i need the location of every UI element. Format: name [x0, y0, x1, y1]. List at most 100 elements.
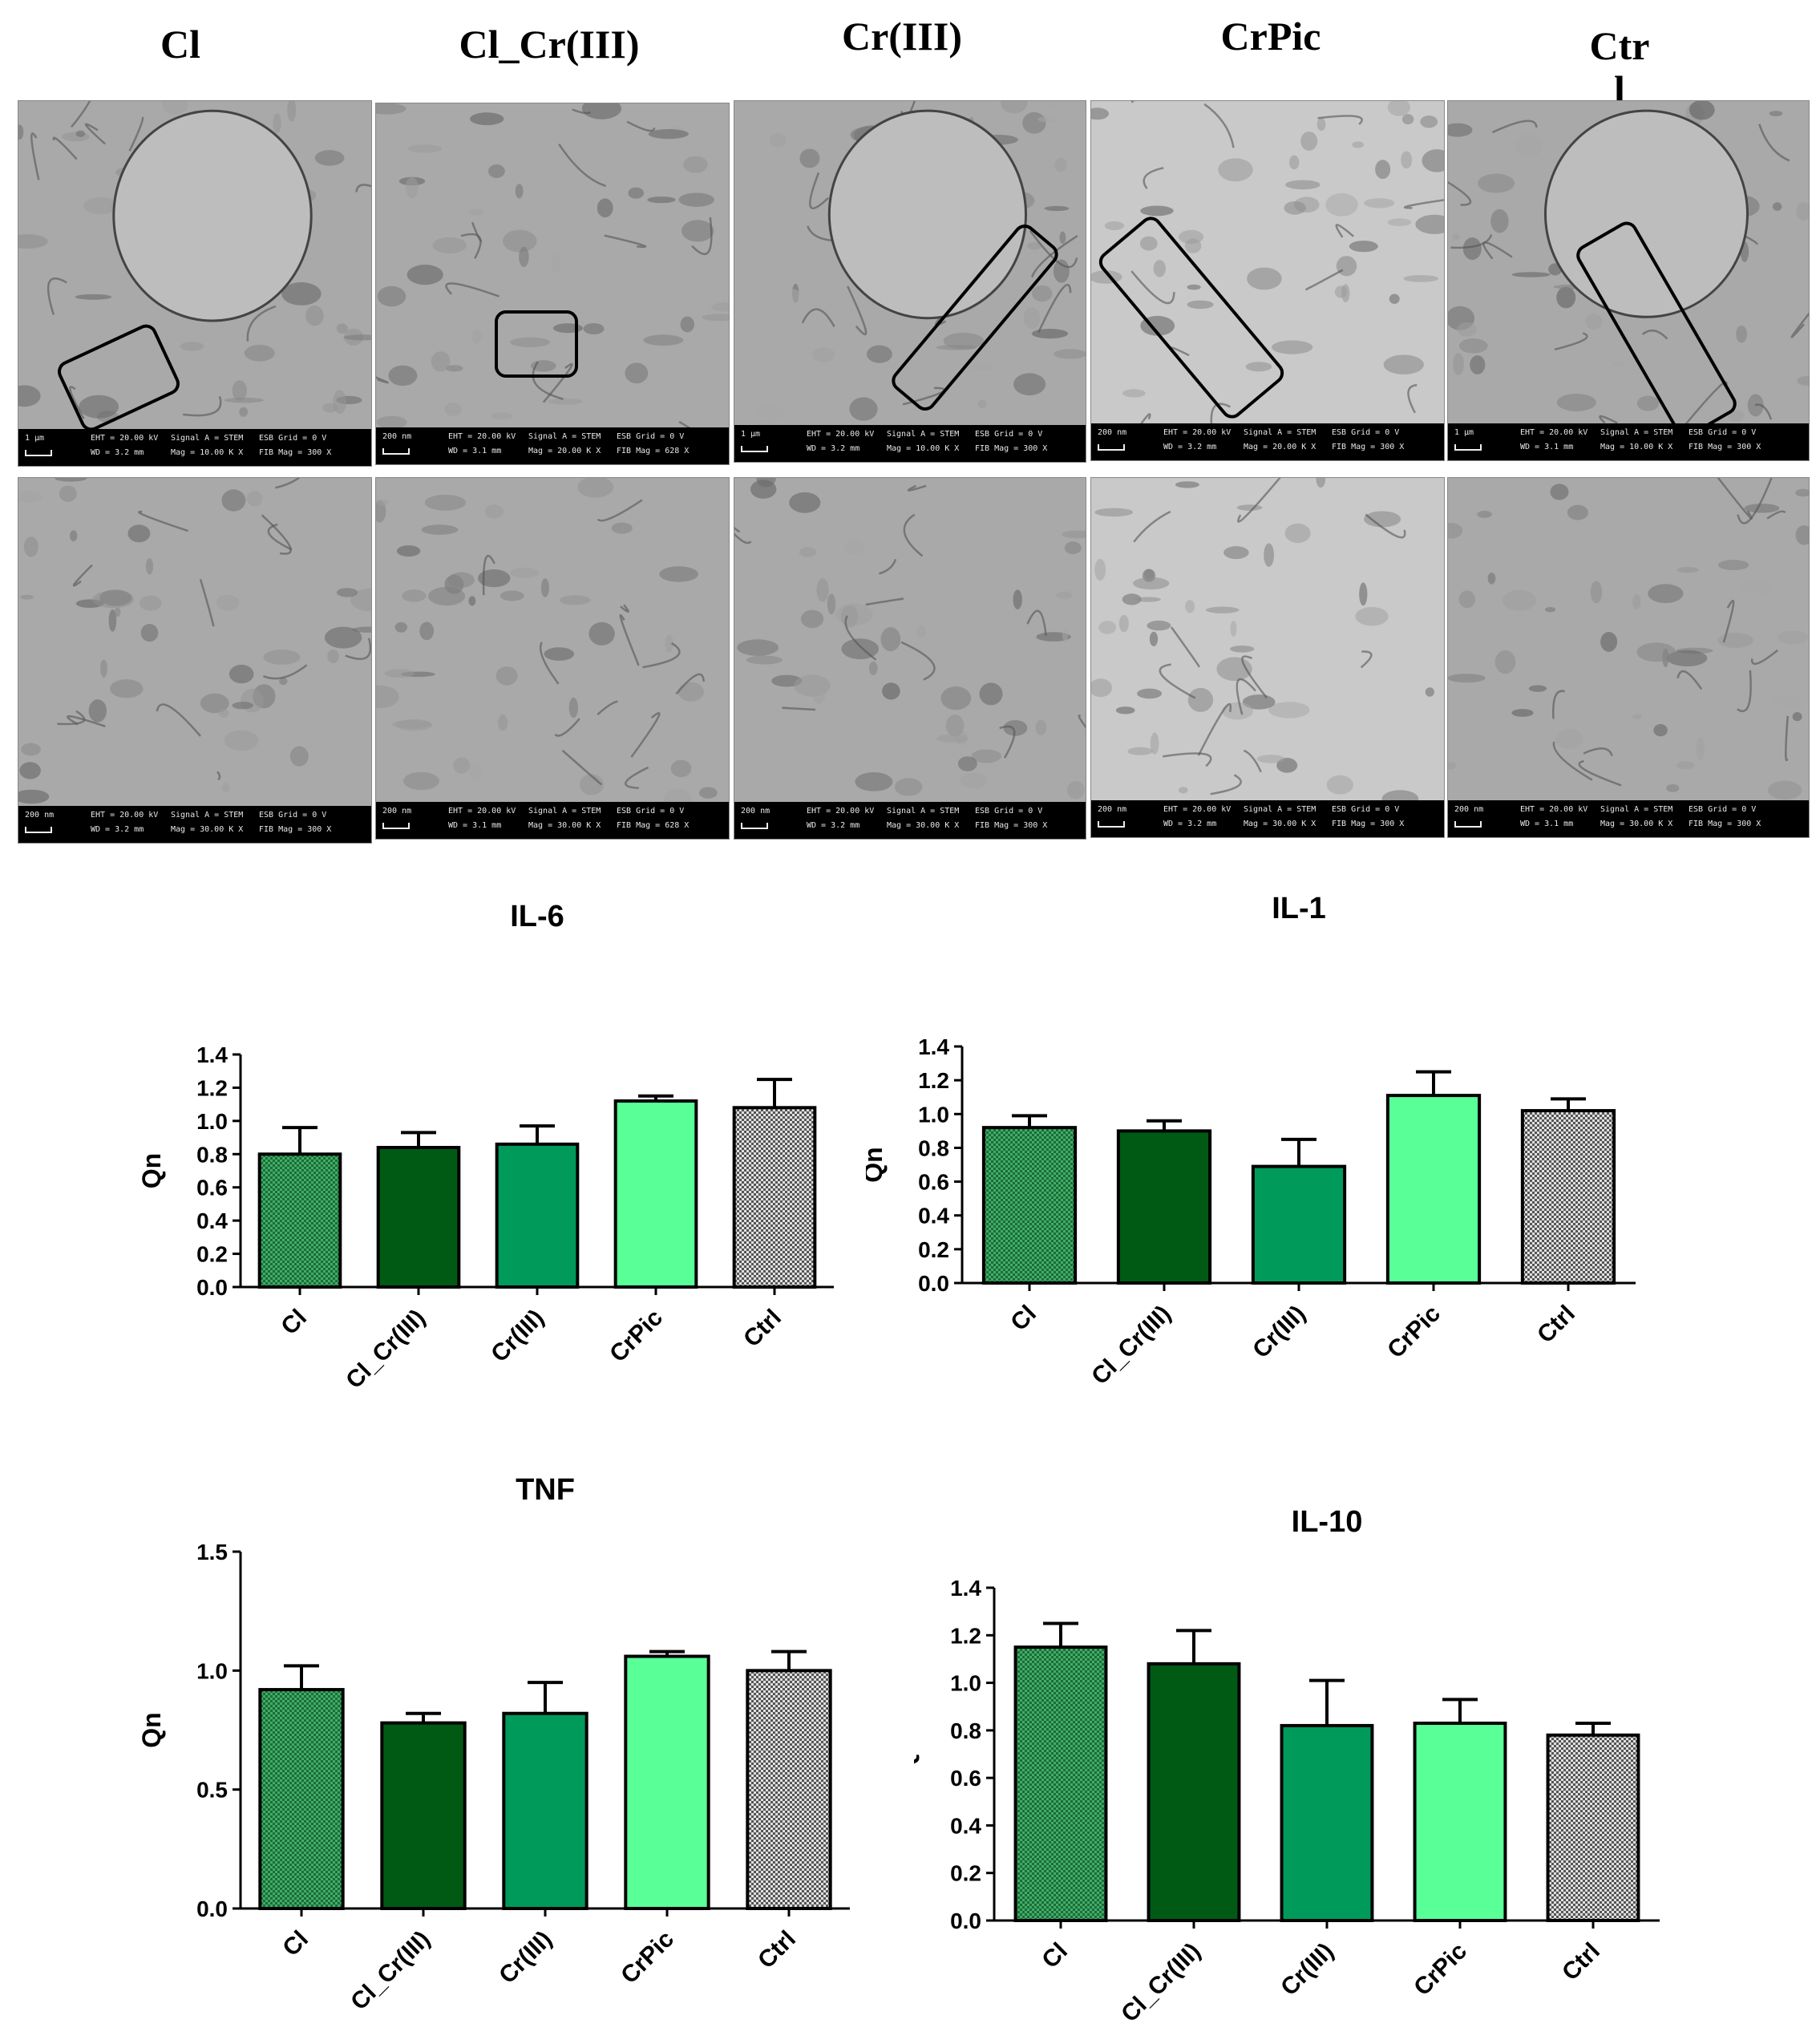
sem-esb-label: ESB Grid = 0 V	[259, 811, 327, 820]
y-tick-label: 0.2	[918, 1237, 949, 1262]
micrograph-texture	[734, 478, 1086, 802]
micrograph-texture	[18, 478, 371, 806]
sem-scale-label: 200 nm	[741, 807, 770, 816]
x-tick-label: Ctrl	[753, 1926, 801, 1974]
sem-fib-label: FIB Mag = 300 X	[1689, 443, 1761, 451]
sem-esb-label: ESB Grid = 0 V	[975, 807, 1043, 816]
x-tick-label: CrPic	[616, 1926, 679, 1989]
y-tick-label: 1.2	[196, 1075, 228, 1100]
sem-info-bar: 1 µm EHT = 20.00 kV WD = 3.1 mm Signal A = …	[1448, 423, 1809, 460]
x-tick-label: Ctrl	[1557, 1938, 1605, 1986]
sem-scale-label: 1 µm	[25, 434, 45, 443]
sem-mag-label: Mag = 30.00 K X	[1244, 820, 1316, 828]
sem-fib-label: FIB Mag = 300 X	[1332, 443, 1405, 451]
y-tick-label: 1.0	[196, 1109, 228, 1134]
x-tick-label: Cl	[277, 1926, 313, 1962]
sem-fib-label: FIB Mag = 300 X	[975, 444, 1048, 453]
nucleus-shape	[827, 109, 1027, 320]
sem-mag-label: Mag = 30.00 K X	[171, 825, 244, 834]
sem-mag-label: Mag = 10.00 K X	[171, 448, 244, 457]
micrograph-texture	[1448, 478, 1809, 800]
y-tick-label: 0.6	[918, 1170, 949, 1195]
bar-ctrl	[746, 1669, 832, 1910]
sem-scale-label: 200 nm	[382, 807, 412, 816]
nucleus-shape	[112, 109, 313, 322]
micrograph-top-4: 1 µm EHT = 20.00 kV WD = 3.1 mm Signal A = …	[1447, 100, 1810, 461]
micrograph-bottom-0: 200 nm EHT = 20.00 kV WD = 3.2 mm Signal A …	[18, 477, 372, 844]
x-tick-label: CrPic	[605, 1305, 668, 1368]
sem-signal-label: Signal A = STEM	[171, 811, 244, 820]
sem-esb-label: ESB Grid = 0 V	[617, 807, 685, 816]
sem-esb-label: ESB Grid = 0 V	[1689, 805, 1757, 814]
scale-bar	[382, 448, 410, 455]
sem-eht-label: EHT = 20.00 kV	[1163, 428, 1232, 437]
y-tick-label: 0.5	[196, 1778, 228, 1803]
y-tick-label: 1.2	[950, 1623, 981, 1648]
micrograph-top-2: 1 µm EHT = 20.00 kV WD = 3.2 mm Signal A = …	[734, 100, 1086, 463]
bar-crpic	[613, 1099, 698, 1289]
sem-fib-label: FIB Mag = 628 X	[617, 821, 690, 830]
sem-signal-label: Signal A = STEM	[887, 807, 960, 816]
sem-info-bar: 200 nm EHT = 20.00 kV WD = 3.1 mm Signal A …	[376, 802, 729, 839]
sem-eht-label: EHT = 20.00 kV	[807, 430, 875, 439]
sem-wd-label: WD = 3.1 mm	[448, 447, 502, 455]
y-tick-label: 0.0	[196, 1896, 228, 1921]
micrograph-bottom-3: 200 nm EHT = 20.00 kV WD = 3.2 mm Signal A …	[1090, 477, 1445, 838]
y-tick-label: 1.4	[950, 1576, 981, 1601]
sem-info-bar: 1 µm EHT = 20.00 kV WD = 3.2 mm Signal A = …	[734, 425, 1086, 462]
sem-esb-label: ESB Grid = 0 V	[1332, 805, 1400, 814]
scale-bar	[25, 827, 52, 833]
micrograph-top-3: 200 nm EHT = 20.00 kV WD = 3.2 mm Signal A …	[1090, 100, 1445, 461]
sem-eht-label: EHT = 20.00 kV	[91, 811, 159, 820]
sem-mag-label: Mag = 10.00 K X	[1600, 443, 1673, 451]
sem-signal-label: Signal A = STEM	[528, 432, 601, 441]
sem-wd-label: WD = 3.2 mm	[1163, 443, 1217, 451]
y-tick-label: 0.0	[918, 1271, 949, 1296]
sem-signal-label: Signal A = STEM	[887, 430, 960, 439]
sem-info-bar: 200 nm EHT = 20.00 kV WD = 3.2 mm Signal A …	[1091, 423, 1444, 460]
sem-wd-label: WD = 3.2 mm	[91, 825, 144, 834]
sem-info-bar: 200 nm EHT = 20.00 kV WD = 3.1 mm Signal A …	[376, 427, 729, 464]
sem-eht-label: EHT = 20.00 kV	[1520, 428, 1588, 437]
y-tick-label: 0.4	[918, 1204, 949, 1228]
bar-cl-cr-iii-	[376, 1146, 461, 1289]
sem-scale-label: 200 nm	[25, 811, 55, 820]
scale-bar	[741, 446, 768, 452]
scale-bar	[741, 823, 768, 829]
nucleus-shape	[1544, 109, 1749, 318]
bar-ctrl	[1520, 1109, 1616, 1285]
x-tick-label: Cl_Cr(III)	[346, 1926, 435, 2016]
y-tick-label: 0.4	[196, 1208, 228, 1233]
column-title-cl: Cl	[160, 22, 200, 67]
sem-mag-label: Mag = 20.00 K X	[1244, 443, 1316, 451]
chart-il-6: IL-6 Qn 0.0 0.2 0.4 0.6 0.8 1.0 1.2 1.4 Cl Cl_Cr(II…	[137, 900, 834, 1394]
x-tick-label: Ctrl	[738, 1305, 787, 1353]
y-tick-label: 1.2	[918, 1068, 949, 1093]
y-axis-label: Qn	[137, 1153, 166, 1188]
bar-ctrl	[732, 1106, 817, 1289]
sem-wd-label: WD = 3.1 mm	[1520, 443, 1574, 451]
y-tick-label: 1.4	[196, 1042, 228, 1067]
x-tick-label: Cl	[1037, 1938, 1073, 1974]
sem-wd-label: WD = 3.2 mm	[807, 444, 860, 453]
bar-cr-iii-	[1251, 1164, 1347, 1285]
sem-esb-label: ESB Grid = 0 V	[617, 432, 685, 441]
chart-title: IL-6	[510, 900, 564, 933]
x-tick-label: Cl_Cr(III)	[1086, 1301, 1176, 1390]
sem-fib-label: FIB Mag = 300 X	[259, 825, 332, 834]
region-of-interest-box	[1576, 221, 1737, 423]
region-of-interest-box	[1098, 217, 1284, 419]
column-title-cr-iii: Cr(III)	[842, 14, 962, 59]
micrograph-texture	[1091, 101, 1444, 423]
x-tick-label: Cr(III)	[1276, 1938, 1339, 2002]
sem-fib-label: FIB Mag = 628 X	[617, 447, 690, 455]
scale-bar	[1454, 821, 1482, 828]
micrograph-top-1: 200 nm EHT = 20.00 kV WD = 3.1 mm Signal A …	[375, 103, 730, 465]
bar-cl	[1013, 1645, 1108, 1922]
sem-fib-label: FIB Mag = 300 X	[1332, 820, 1405, 828]
micrograph-bottom-2: 200 nm EHT = 20.00 kV WD = 3.2 mm Signal A …	[734, 477, 1086, 840]
sem-esb-label: ESB Grid = 0 V	[1689, 428, 1757, 437]
y-tick-label: 0.6	[196, 1176, 228, 1200]
y-tick-label: 0.6	[950, 1766, 981, 1791]
sem-eht-label: EHT = 20.00 kV	[91, 434, 159, 443]
